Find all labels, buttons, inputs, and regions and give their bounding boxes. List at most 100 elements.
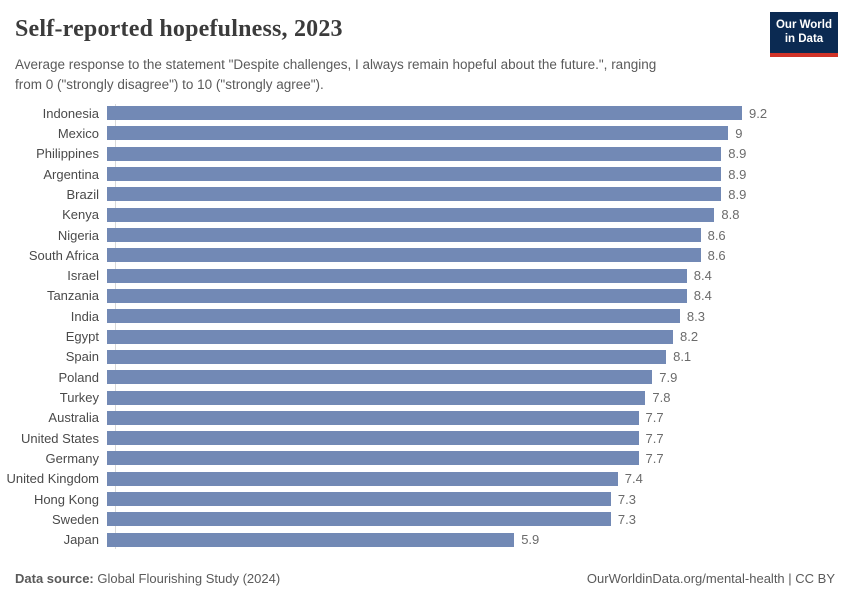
- value-label: 8.9: [728, 166, 747, 182]
- bar-track: 8.9: [107, 166, 850, 182]
- chart-row: Israel 8.4: [0, 266, 850, 286]
- bar[interactable]: [107, 370, 653, 385]
- bar-track: 8.4: [107, 268, 850, 284]
- bar-track: 8.2: [107, 329, 850, 344]
- country-label[interactable]: Brazil: [66, 186, 99, 202]
- data-source-label: Data source:: [15, 571, 94, 586]
- country-label[interactable]: Indonesia: [42, 105, 99, 121]
- value-label: 9.2: [749, 105, 768, 121]
- bar-track: 7.7: [107, 450, 850, 466]
- chart-row: Nigeria 8.6: [0, 225, 850, 245]
- bar-track: 7.7: [107, 430, 850, 446]
- value-label: 7.3: [617, 511, 636, 527]
- bar[interactable]: [107, 451, 639, 466]
- country-label[interactable]: Hong Kong: [33, 491, 99, 507]
- chart-row: Australia 7.7: [0, 408, 850, 428]
- chart-row: South Africa 8.6: [0, 245, 850, 265]
- country-label[interactable]: Germany: [45, 450, 99, 466]
- country-label[interactable]: United States: [20, 430, 99, 446]
- chart-rows: Indonesia 9.2 Mexico 9 Philippines 8.9 Argenti…: [0, 103, 850, 550]
- bar[interactable]: [107, 471, 618, 486]
- bar-track: 8.4: [107, 288, 850, 303]
- country-label[interactable]: India: [70, 308, 99, 324]
- bar[interactable]: [107, 492, 611, 507]
- bar[interactable]: [107, 410, 639, 425]
- bar-track: 7.4: [107, 471, 850, 487]
- value-label: 7.7: [645, 410, 664, 426]
- bar[interactable]: [107, 532, 515, 547]
- bar-track: 5.9: [107, 532, 850, 548]
- bar-track: 7.9: [107, 369, 850, 385]
- chart-subtitle-line2: from 0 ("strongly disagree") to 10 ("str…: [15, 76, 324, 92]
- country-label[interactable]: Philippines: [36, 146, 99, 162]
- chart-row: Hong Kong 7.3: [0, 489, 850, 509]
- country-label[interactable]: South Africa: [28, 247, 99, 263]
- bar[interactable]: [107, 126, 729, 141]
- y-axis-line: [115, 104, 116, 549]
- country-label[interactable]: Mexico: [57, 125, 99, 141]
- bar[interactable]: [107, 167, 722, 182]
- value-label: 7.7: [645, 430, 664, 446]
- chart-row: Argentina 8.9: [0, 164, 850, 184]
- bar[interactable]: [107, 146, 722, 161]
- bar[interactable]: [107, 228, 701, 243]
- country-label[interactable]: Spain: [65, 349, 99, 365]
- bar-track: 9: [107, 125, 850, 141]
- bar[interactable]: [107, 390, 646, 405]
- bar-track: 7.8: [107, 390, 850, 406]
- value-label: 7.4: [624, 471, 643, 487]
- country-label[interactable]: United Kingdom: [6, 471, 100, 487]
- value-label: 5.9: [521, 532, 540, 548]
- chart-row: Spain 8.1: [0, 347, 850, 367]
- bar-chart: Indonesia 9.2 Mexico 9 Philippines 8.9 Argenti…: [0, 103, 850, 550]
- country-label[interactable]: Egypt: [65, 329, 99, 345]
- value-label: 8.4: [693, 268, 712, 284]
- value-label: 7.8: [652, 390, 671, 406]
- country-label[interactable]: Israel: [67, 268, 99, 284]
- bar-track: 8.6: [107, 227, 850, 243]
- country-label[interactable]: Australia: [48, 410, 99, 426]
- bar-track: 9.2: [107, 105, 850, 121]
- value-label: 9: [735, 125, 743, 141]
- value-label: 8.3: [686, 308, 705, 324]
- bar[interactable]: [107, 248, 701, 263]
- chart-footer: Data source: Global Flourishing Study (2…: [15, 571, 835, 586]
- bar[interactable]: [107, 106, 742, 121]
- owid-logo-line2: in Data: [784, 32, 824, 45]
- country-label[interactable]: Tanzania: [46, 288, 99, 304]
- bar[interactable]: [107, 288, 687, 303]
- country-label[interactable]: Nigeria: [57, 227, 99, 243]
- country-label[interactable]: Argentina: [43, 166, 99, 182]
- chart-row: United States 7.7: [0, 428, 850, 448]
- bar[interactable]: [107, 329, 673, 344]
- value-label: 7.7: [645, 450, 664, 466]
- bar[interactable]: [107, 268, 687, 283]
- country-label[interactable]: Sweden: [52, 511, 99, 527]
- bar-track: 8.3: [107, 308, 850, 324]
- bar[interactable]: [107, 349, 667, 364]
- chart-row: Germany 7.7: [0, 448, 850, 468]
- bar[interactable]: [107, 431, 639, 446]
- country-label[interactable]: Poland: [58, 369, 99, 385]
- chart-row: Japan 5.9: [0, 530, 850, 550]
- value-label: 8.6: [707, 247, 726, 263]
- owid-logo: Our World in Data: [770, 12, 838, 57]
- bar[interactable]: [107, 512, 611, 527]
- value-label: 8.8: [721, 207, 740, 223]
- value-label: 7.9: [659, 369, 678, 385]
- country-label[interactable]: Japan: [63, 532, 99, 548]
- bar-track: 7.7: [107, 410, 850, 426]
- bar[interactable]: [107, 309, 680, 324]
- bar[interactable]: [107, 187, 722, 202]
- value-label: 7.3: [617, 491, 636, 507]
- bar-track: 8.9: [107, 187, 850, 202]
- data-source-text: Global Flourishing Study (2024): [93, 571, 281, 586]
- country-label[interactable]: Kenya: [62, 207, 99, 223]
- credit-note: OurWorldinData.org/mental-health | CC BY: [586, 571, 835, 586]
- bar-track: 7.3: [107, 511, 850, 527]
- bar[interactable]: [107, 207, 715, 222]
- chart-row: India 8.3: [0, 306, 850, 326]
- country-label[interactable]: Turkey: [59, 390, 99, 406]
- value-label: 8.6: [707, 227, 726, 243]
